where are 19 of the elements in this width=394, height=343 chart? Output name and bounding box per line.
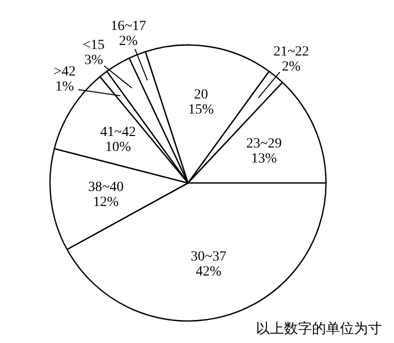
data-label: 2% xyxy=(282,60,301,75)
slice-label: 38~40 xyxy=(88,180,124,195)
data-label: 10% xyxy=(105,140,132,156)
slice-label: 21~22 xyxy=(273,44,310,60)
data-label: 13% xyxy=(251,152,278,167)
data-label: 12% xyxy=(93,194,120,210)
data-label: 1% xyxy=(55,80,74,95)
slice-label: 20 xyxy=(194,88,208,103)
data-label: 2% xyxy=(119,34,138,49)
slice-label: 41~42 xyxy=(100,125,136,140)
slice-label: 16~17 xyxy=(110,18,146,34)
slice-label: 23~29 xyxy=(246,136,282,152)
text: 以上数字的单位为寸 xyxy=(256,321,382,337)
slice-label: 30~37 xyxy=(190,250,226,265)
data-label: 15% xyxy=(188,102,214,118)
data-label: 42% xyxy=(196,264,222,280)
slice-label: >42 xyxy=(54,64,76,80)
slice-label: <15 xyxy=(82,38,105,53)
data-label: 3% xyxy=(84,52,104,68)
